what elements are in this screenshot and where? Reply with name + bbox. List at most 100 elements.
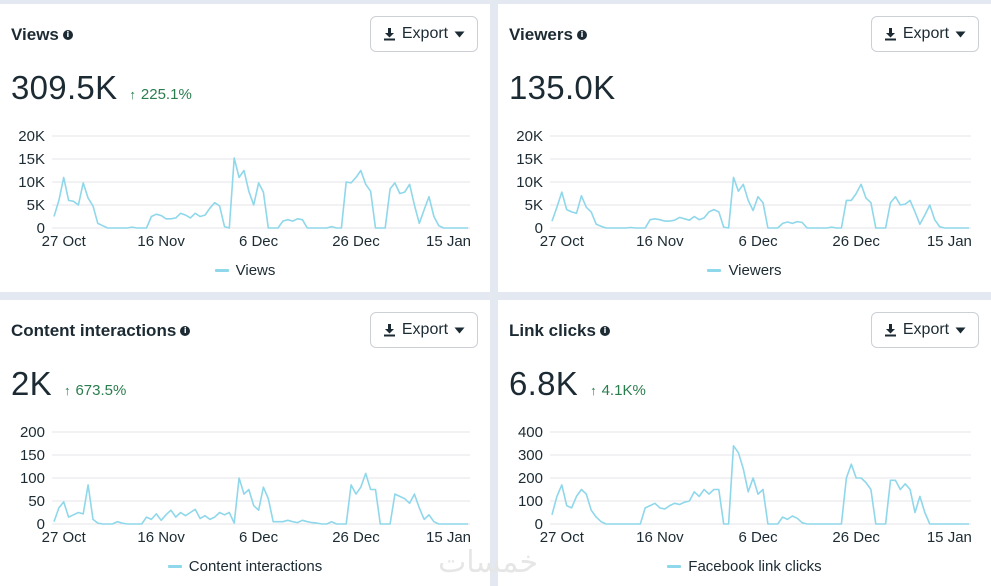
x-tick-label: 6 Dec xyxy=(239,529,279,546)
metric-value-row: 135.0K xyxy=(509,69,615,107)
legend-label: Views xyxy=(235,262,276,279)
y-tick-label: 300 xyxy=(518,447,543,464)
x-tick-label: 6 Dec xyxy=(738,529,778,546)
card-title-text: Link clicks xyxy=(509,321,596,340)
chart-legend[interactable]: Viewers xyxy=(498,262,991,279)
y-tick-label: 15K xyxy=(516,151,543,168)
y-tick-label: 100 xyxy=(518,493,543,510)
y-tick-label: 150 xyxy=(20,447,45,464)
legend-swatch xyxy=(214,269,229,272)
y-tick-label: 400 xyxy=(518,424,543,441)
views-card: Views i Export 309.5K ↑ 225.1% 0 5K 10K 15K 2… xyxy=(0,4,490,292)
content-interactions-chart: 0 50 100 150 200 27 Oct 16 Nov 6 Dec 26 Dec 15 Ja… xyxy=(20,424,471,546)
y-tick-label: 5K xyxy=(525,197,543,214)
card-title: Link clicks i xyxy=(509,321,610,341)
x-tick-label: 16 Nov xyxy=(636,529,684,546)
metric-value: 309.5K xyxy=(11,69,118,106)
y-tick-label: 0 xyxy=(535,516,543,533)
x-tick-label: 26 Dec xyxy=(332,529,380,546)
legend-label: Content interactions xyxy=(188,558,323,575)
metric-value: 2K xyxy=(11,365,52,402)
x-tick-label: 27 Oct xyxy=(540,233,585,250)
series-line xyxy=(551,444,969,525)
legend-swatch xyxy=(667,565,682,568)
x-tick-label: 26 Dec xyxy=(832,233,880,250)
card-title: Views i xyxy=(11,25,73,45)
trend-badge: ↑ 4.1K% xyxy=(590,382,646,399)
card-title: Content interactions i xyxy=(11,321,191,341)
info-icon[interactable]: i xyxy=(180,326,191,336)
caret-down-icon xyxy=(454,31,465,37)
export-button[interactable]: Export xyxy=(370,312,478,348)
arrow-up-icon: ↑ xyxy=(129,87,136,102)
series-line xyxy=(53,472,468,525)
link-clicks-chart: 0 100 200 300 400 27 Oct 16 Nov 6 Dec 26 Dec 15 J… xyxy=(518,424,972,546)
x-tick-label: 15 Jan xyxy=(927,529,972,546)
info-icon[interactable]: i xyxy=(599,326,610,336)
trend-badge: ↑ 673.5% xyxy=(64,382,126,399)
y-tick-label: 200 xyxy=(20,424,45,441)
x-tick-label: 27 Oct xyxy=(42,233,87,250)
card-title-text: Viewers xyxy=(509,25,573,44)
trend-value: 673.5% xyxy=(75,382,127,399)
y-tick-label: 100 xyxy=(20,470,45,487)
y-tick-label: 20K xyxy=(516,128,543,145)
download-icon xyxy=(884,324,896,337)
x-tick-label: 26 Dec xyxy=(832,529,880,546)
export-label: Export xyxy=(401,25,449,42)
export-button[interactable]: Export xyxy=(871,16,979,52)
y-tick-label: 0 xyxy=(37,220,45,237)
metric-value-row: 6.8K ↑ 4.1K% xyxy=(509,365,646,403)
metric-value-row: 2K ↑ 673.5% xyxy=(11,365,126,403)
x-tick-label: 26 Dec xyxy=(332,233,380,250)
info-icon[interactable]: i xyxy=(576,30,587,40)
export-label: Export xyxy=(902,25,950,42)
y-tick-label: 0 xyxy=(535,220,543,237)
download-icon xyxy=(383,28,395,41)
legend-label: Viewers xyxy=(728,262,782,279)
y-tick-label: 0 xyxy=(37,516,45,533)
x-tick-label: 6 Dec xyxy=(239,233,279,250)
legend-label: Facebook link clicks xyxy=(688,558,822,575)
download-icon xyxy=(884,28,896,41)
caret-down-icon xyxy=(955,327,966,333)
x-tick-label: 16 Nov xyxy=(137,529,185,546)
y-tick-label: 10K xyxy=(18,174,45,191)
caret-down-icon xyxy=(454,327,465,333)
chart-legend[interactable]: Views xyxy=(0,262,490,279)
viewers-card: Viewers i Export 135.0K 0 5K 10K 15K 20K 27 O… xyxy=(498,4,991,292)
x-tick-label: 27 Oct xyxy=(42,529,87,546)
x-tick-label: 16 Nov xyxy=(137,233,185,250)
trend-value: 225.1% xyxy=(140,86,192,103)
y-tick-label: 5K xyxy=(27,197,45,214)
series-line xyxy=(551,176,969,229)
card-title: Viewers i xyxy=(509,25,587,45)
chart-legend[interactable]: Content interactions xyxy=(0,558,490,575)
y-tick-label: 50 xyxy=(28,493,45,510)
y-tick-label: 200 xyxy=(518,470,543,487)
legend-swatch xyxy=(707,269,722,272)
metric-value: 6.8K xyxy=(509,365,579,402)
x-tick-label: 15 Jan xyxy=(426,233,471,250)
x-tick-label: 15 Jan xyxy=(927,233,972,250)
y-tick-label: 20K xyxy=(18,128,45,145)
info-icon[interactable]: i xyxy=(62,30,73,40)
export-button[interactable]: Export xyxy=(370,16,478,52)
x-tick-label: 6 Dec xyxy=(738,233,778,250)
content-interactions-card: Content interactions i Export 2K ↑ 673.5%… xyxy=(0,300,490,586)
viewers-chart: 0 5K 10K 15K 20K 27 Oct 16 Nov 6 Dec 26 Dec 15 Ja… xyxy=(516,128,972,250)
x-tick-label: 15 Jan xyxy=(426,529,471,546)
export-button[interactable]: Export xyxy=(871,312,979,348)
card-title-text: Views xyxy=(11,25,59,44)
y-tick-label: 15K xyxy=(18,151,45,168)
chart-legend[interactable]: Facebook link clicks xyxy=(498,558,991,575)
trend-badge: ↑ 225.1% xyxy=(129,86,191,103)
arrow-up-icon: ↑ xyxy=(590,383,597,398)
caret-down-icon xyxy=(955,31,966,37)
trend-value: 4.1K% xyxy=(601,382,646,399)
y-tick-label: 10K xyxy=(516,174,543,191)
download-icon xyxy=(383,324,395,337)
metric-value: 135.0K xyxy=(509,69,616,106)
link-clicks-card: Link clicks i Export 6.8K ↑ 4.1K% 0 100 200… xyxy=(498,300,991,586)
x-tick-label: 16 Nov xyxy=(636,233,684,250)
